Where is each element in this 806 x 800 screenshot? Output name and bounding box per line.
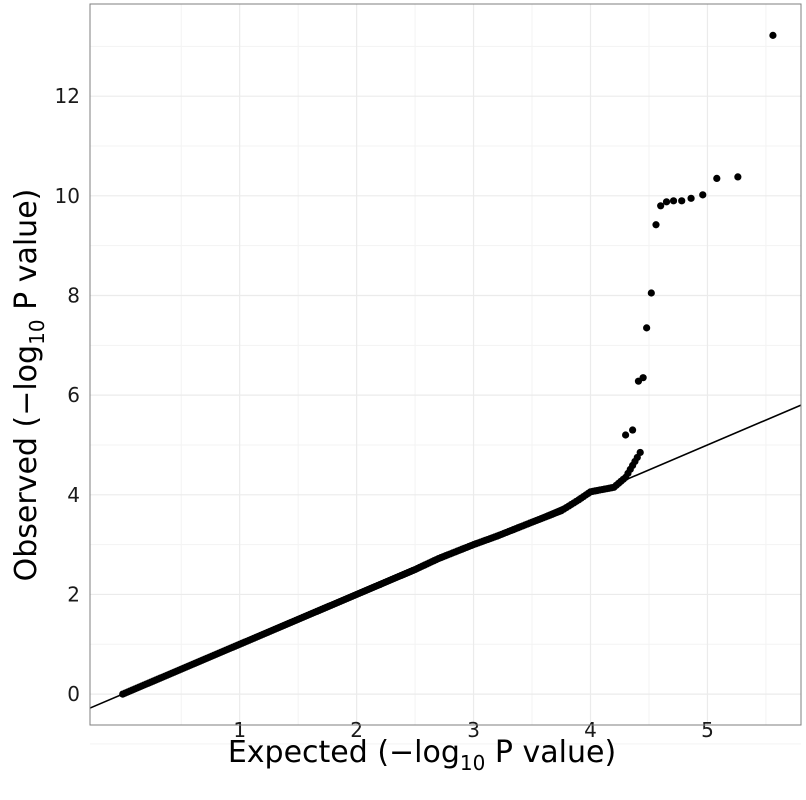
panel-border (89, 3, 802, 726)
y-axis-title: Observed (−log10 P value) (9, 189, 49, 582)
data-point (621, 431, 630, 439)
plot-panel (90, 4, 801, 725)
data-point (636, 448, 644, 457)
data-point (678, 197, 686, 205)
data-point (647, 289, 655, 297)
y-tick-label: 4 (67, 483, 80, 507)
data-point (643, 324, 651, 332)
data-point (769, 31, 777, 39)
y-tick-label: 10 (55, 184, 80, 208)
data-point (713, 174, 721, 182)
y-tick-label: 2 (67, 582, 80, 606)
y-tick-label: 0 (67, 682, 80, 706)
gridlines (90, 4, 801, 745)
y-tick-label: 8 (67, 283, 80, 307)
y-tick-label: 12 (55, 84, 80, 108)
y-tick-labels: 0 2 4 6 8 10 12 (55, 84, 80, 706)
data-point (652, 221, 660, 229)
data-points (119, 31, 777, 698)
data-point (669, 197, 678, 205)
y-tick-label: 6 (67, 383, 80, 407)
data-point (657, 202, 665, 210)
x-axis-title: Expected (−log10 P value) (228, 735, 616, 775)
x-tick-label: 5 (701, 718, 714, 742)
x-tick-label: 1 (233, 718, 246, 742)
x-tick-labels: 1 2 3 4 5 (233, 718, 713, 742)
data-point (662, 198, 671, 206)
x-tick-label: 4 (584, 718, 597, 742)
data-point (734, 173, 742, 181)
data-point (629, 426, 637, 434)
x-tick-label: 2 (350, 718, 363, 742)
data-point (687, 194, 695, 202)
data-point (639, 374, 647, 382)
x-tick-label: 3 (467, 718, 480, 742)
data-point (699, 191, 707, 199)
